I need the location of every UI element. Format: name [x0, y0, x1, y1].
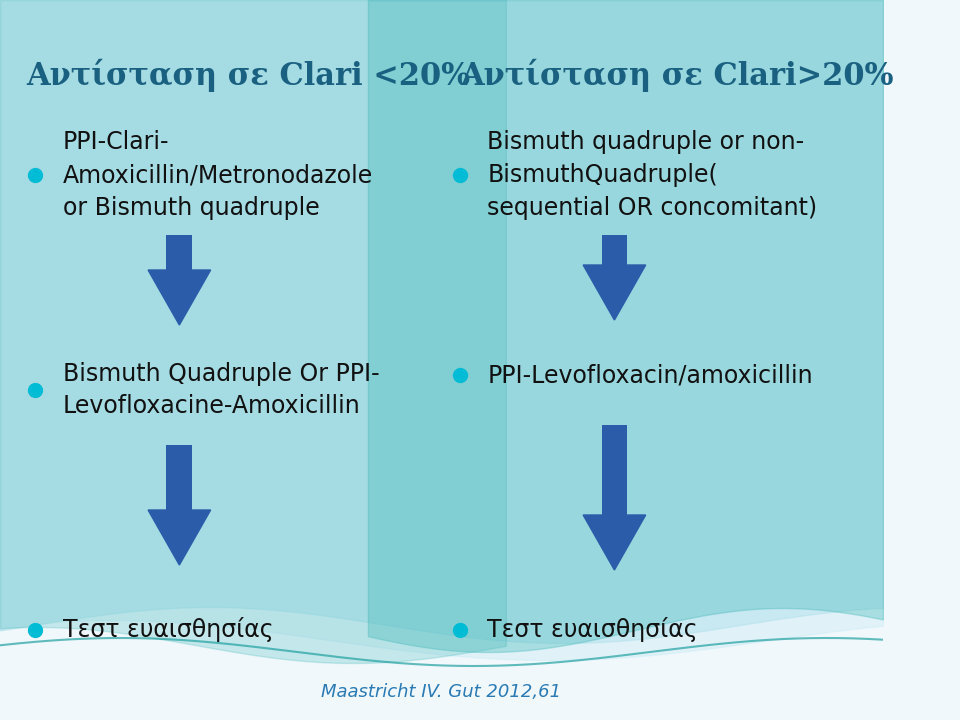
Text: PPI-Levofloxacin/amoxicillin: PPI-Levofloxacin/amoxicillin	[488, 363, 813, 387]
Text: PPI-Clari-
Amoxicillin/Metronodazole
or Bismuth quadruple: PPI-Clari- Amoxicillin/Metronodazole or …	[62, 130, 372, 220]
Polygon shape	[583, 515, 646, 570]
FancyBboxPatch shape	[602, 425, 627, 515]
Text: Bismuth quadruple or non-
BismuthQuadruple(
sequential OR concomitant): Bismuth quadruple or non- BismuthQuadrup…	[488, 130, 818, 220]
Text: Αντίσταση σε Clari>20%: Αντίσταση σε Clari>20%	[460, 58, 894, 91]
Polygon shape	[583, 265, 646, 320]
FancyBboxPatch shape	[166, 445, 192, 510]
Polygon shape	[148, 510, 210, 565]
FancyBboxPatch shape	[602, 235, 627, 265]
Text: Τεστ ευαισθησίας: Τεστ ευαισθησίας	[62, 618, 274, 642]
Text: Αντίσταση σε Clari <20%: Αντίσταση σε Clari <20%	[26, 58, 469, 91]
Polygon shape	[148, 270, 210, 325]
Text: Τεστ ευαισθησίας: Τεστ ευαισθησίας	[488, 618, 698, 642]
FancyBboxPatch shape	[166, 235, 192, 270]
Text: Maastricht IV. Gut 2012,61: Maastricht IV. Gut 2012,61	[322, 683, 562, 701]
Text: Bismuth Quadruple Or PPI-
Levofloxacine-Amoxicillin: Bismuth Quadruple Or PPI- Levofloxacine-…	[62, 361, 379, 418]
